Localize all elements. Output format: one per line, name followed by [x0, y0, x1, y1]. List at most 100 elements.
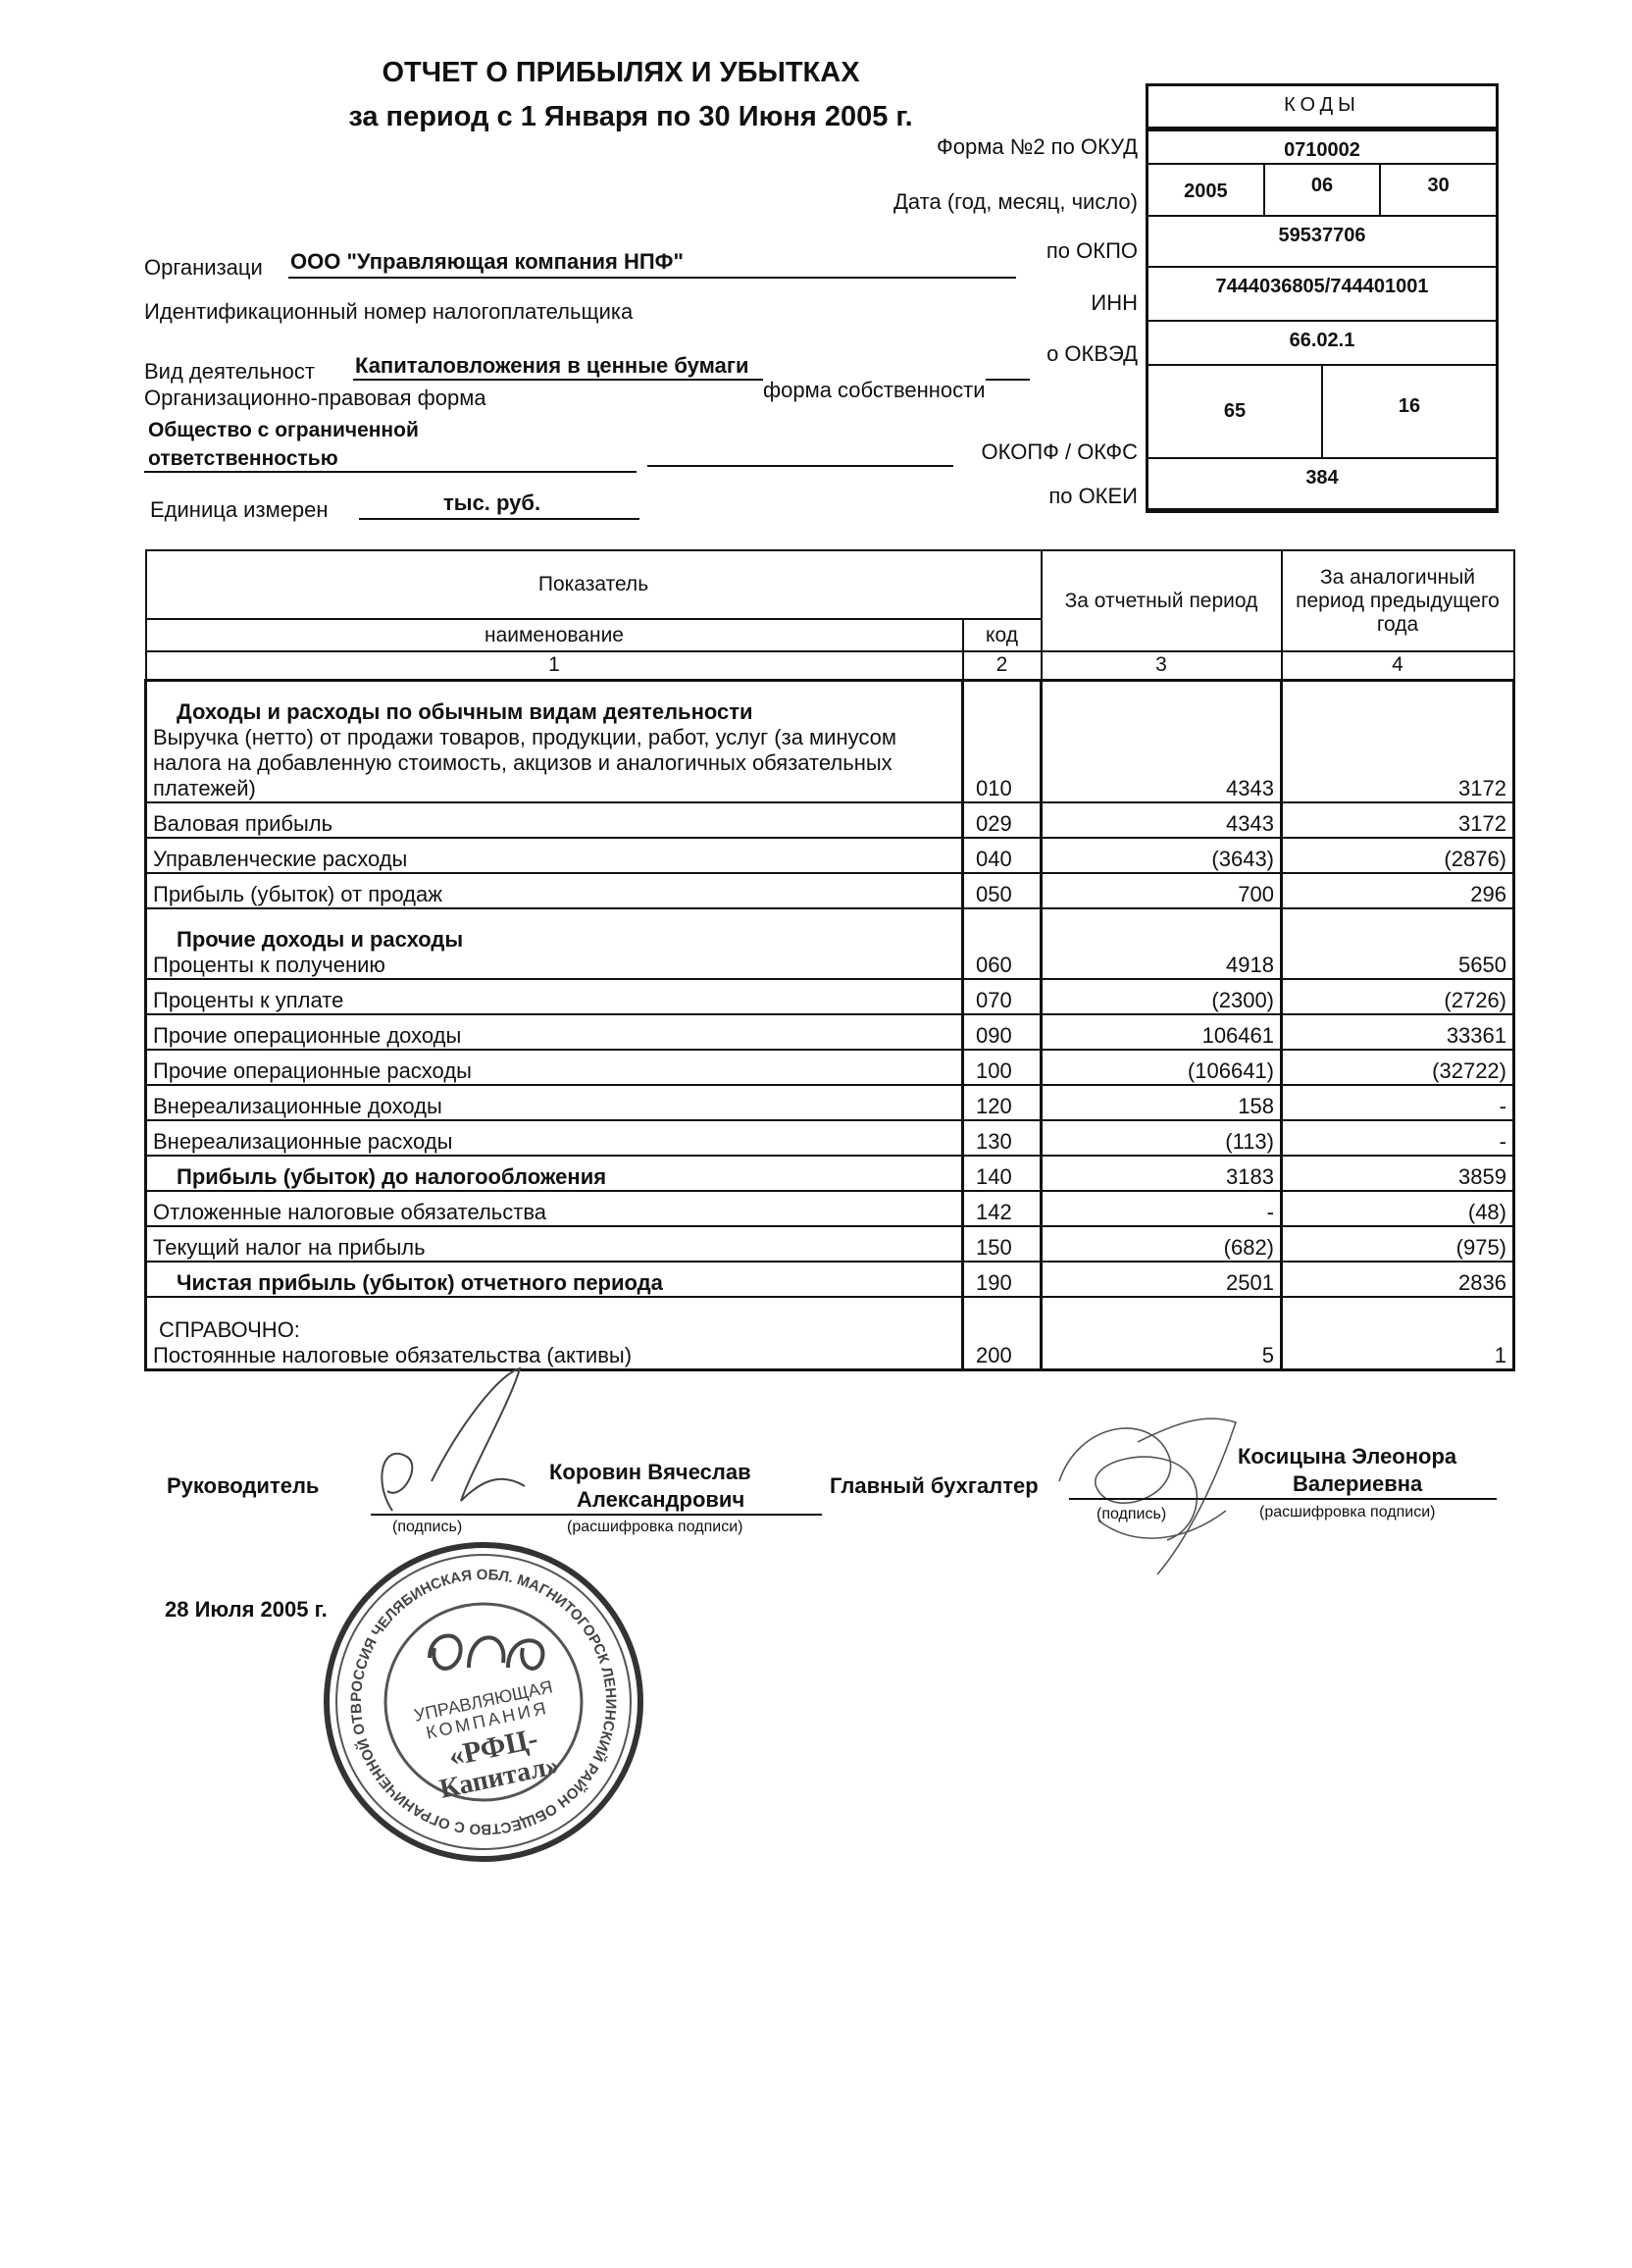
row-name: Отложенные налоговые обязательства: [153, 1200, 547, 1224]
row-current-value: (106641): [1040, 1049, 1283, 1086]
table-row: Прочие доходы и расходы Проценты к получе…: [144, 907, 1515, 980]
row-previous-value: 2836: [1280, 1261, 1515, 1298]
accountant-label: Главный бухгалтер: [830, 1473, 1039, 1498]
row-previous-value: (975): [1280, 1225, 1515, 1263]
table-row: Прибыль (убыток) до налогообложения 140 …: [144, 1155, 1515, 1192]
head-label: Руководитель: [167, 1473, 320, 1498]
col-number-1: 1: [144, 650, 964, 681]
income-statement-table: Показатель За отчетный период За аналоги…: [144, 549, 1515, 1371]
row-current-value: 158: [1040, 1084, 1283, 1121]
ownership-form-label: форма собственности: [763, 378, 986, 403]
row-code: 040: [961, 837, 1043, 874]
row-code: 010: [961, 679, 1043, 803]
row-code: 150: [961, 1225, 1043, 1263]
row-name-cell: СПРАВОЧНО: Постоянные налоговые обязатель…: [144, 1296, 964, 1370]
table-row: Чистая прибыль (убыток) отчетного период…: [144, 1261, 1515, 1298]
row-previous-value: 5650: [1280, 907, 1515, 980]
report-title: ОТЧЕТ О ПРИБЫЛЯХ И УБЫТКАХ: [382, 57, 860, 88]
header-indicator: Показатель: [144, 549, 1043, 620]
table-row: Доходы и расходы по обычным видам деятел…: [144, 679, 1515, 803]
table-row: Текущий налог на прибыль 150 (682) (975): [144, 1225, 1515, 1263]
okopf-okfs-cells: 65 16: [1148, 366, 1496, 459]
row-previous-value: -: [1280, 1119, 1515, 1157]
col-number-3: 3: [1040, 650, 1283, 681]
row-name: Управленческие расходы: [153, 847, 408, 871]
row-code: 142: [961, 1190, 1043, 1227]
row-previous-value: 296: [1280, 872, 1515, 909]
row-name-cell: Доходы и расходы по обычным видам деятел…: [144, 679, 964, 803]
okopf-label: ОКОПФ / ОКФС: [981, 439, 1138, 464]
org-label: Организаци: [144, 255, 263, 280]
date-day: 30: [1379, 165, 1496, 215]
unit-value: тыс. руб.: [443, 490, 541, 515]
unit-label: Единица измерен: [150, 497, 329, 522]
row-code: 200: [961, 1296, 1043, 1370]
codes-heading: КОДЫ: [1148, 86, 1496, 129]
okei-value: 384: [1305, 467, 1339, 489]
report-period: за период с 1 Января по 30 Июня 2005 г.: [348, 101, 913, 132]
row-name-cell: Внереализационные доходы: [144, 1084, 964, 1121]
head-signature-caption: (подпись): [392, 1519, 463, 1535]
okud-value: 0710002: [1148, 129, 1496, 165]
row-name-cell: Прочие операционные расходы: [144, 1049, 964, 1086]
row-name-cell: Прибыль (убыток) от продаж: [144, 872, 964, 909]
row-current-value: (3643): [1040, 837, 1283, 874]
row-code: 090: [961, 1013, 1043, 1051]
head-name-line1: Коровин Вячеслав: [549, 1460, 751, 1484]
accountant-name-line2: Валериевна: [1293, 1471, 1423, 1496]
row-current-value: -: [1040, 1190, 1283, 1227]
row-name-cell: Отложенные налоговые обязательства: [144, 1190, 964, 1227]
legal-form-value-2: ответственностью: [148, 447, 338, 470]
row-name: Валовая прибыль: [153, 811, 333, 836]
row-previous-value: (2876): [1280, 837, 1515, 874]
codes-box: КОДЫ 0710002 2005 06 30 59537706 7444036…: [1146, 83, 1499, 513]
inn-value: 7444036805/744401001: [1148, 268, 1496, 322]
section-heading: Прочие доходы и расходы: [177, 927, 464, 952]
okved-label: о ОКВЭД: [1046, 341, 1138, 366]
row-previous-value: 3172: [1280, 801, 1515, 839]
okei-label: по ОКЕИ: [1048, 484, 1138, 508]
row-name: Выручка (нетто) от продажи товаров, прод…: [153, 725, 896, 800]
row-current-value: (682): [1040, 1225, 1283, 1263]
row-code: 050: [961, 872, 1043, 909]
row-code: 060: [961, 907, 1043, 980]
table-row: Прочие операционные доходы 090 106461 33…: [144, 1013, 1515, 1051]
row-name: Проценты к уплате: [153, 988, 344, 1012]
inn-code-label: ИНН: [1091, 290, 1138, 315]
accountant-name-line1: Косицына Элеонора: [1238, 1444, 1457, 1469]
row-name-cell: Валовая прибыль: [144, 801, 964, 839]
date-cells: 2005 06 30: [1148, 165, 1496, 217]
date-year: 2005: [1184, 180, 1228, 202]
row-name: Прибыль (убыток) до налогообложения: [177, 1164, 607, 1189]
row-current-value: 5: [1040, 1296, 1283, 1370]
table-row: Отложенные налоговые обязательства 142 -…: [144, 1190, 1515, 1227]
head-signature-icon: [381, 1366, 526, 1512]
row-name-cell: Прибыль (убыток) до налогообложения: [144, 1155, 964, 1192]
table-row: Прибыль (убыток) от продаж 050 700 296: [144, 872, 1515, 909]
row-code: 140: [961, 1155, 1043, 1192]
row-name-cell: Внереализационные расходы: [144, 1119, 964, 1157]
row-current-value: 4343: [1040, 801, 1283, 839]
accountant-signature-caption: (подпись): [1096, 1506, 1167, 1522]
row-current-value: (113): [1040, 1119, 1283, 1157]
row-code: 190: [961, 1261, 1043, 1298]
row-name: Постоянные налоговые обязательства (акти…: [153, 1342, 633, 1367]
row-current-value: 106461: [1040, 1013, 1283, 1051]
row-name-cell: Текущий налог на прибыль: [144, 1225, 964, 1263]
okfs-value: 16: [1321, 366, 1496, 457]
okved-value: 66.02.1: [1148, 322, 1496, 366]
row-name: Чистая прибыль (убыток) отчетного период…: [177, 1270, 663, 1295]
row-previous-value: -: [1280, 1084, 1515, 1121]
row-current-value: 3183: [1040, 1155, 1283, 1192]
row-code: 130: [961, 1119, 1043, 1157]
row-name: Прибыль (убыток) от продаж: [153, 882, 442, 906]
row-code: 070: [961, 978, 1043, 1015]
head-decode-caption: (расшифровка подписи): [567, 1519, 743, 1535]
table-row: Управленческие расходы 040 (3643) (2876): [144, 837, 1515, 874]
header-current-period: За отчетный период: [1040, 549, 1283, 652]
header-code: код: [961, 618, 1043, 652]
table-row: Внереализационные расходы 130 (113) -: [144, 1119, 1515, 1157]
org-value: ООО "Управляющая компания НПФ": [290, 249, 684, 274]
row-name-cell: Управленческие расходы: [144, 837, 964, 874]
row-code: 120: [961, 1084, 1043, 1121]
